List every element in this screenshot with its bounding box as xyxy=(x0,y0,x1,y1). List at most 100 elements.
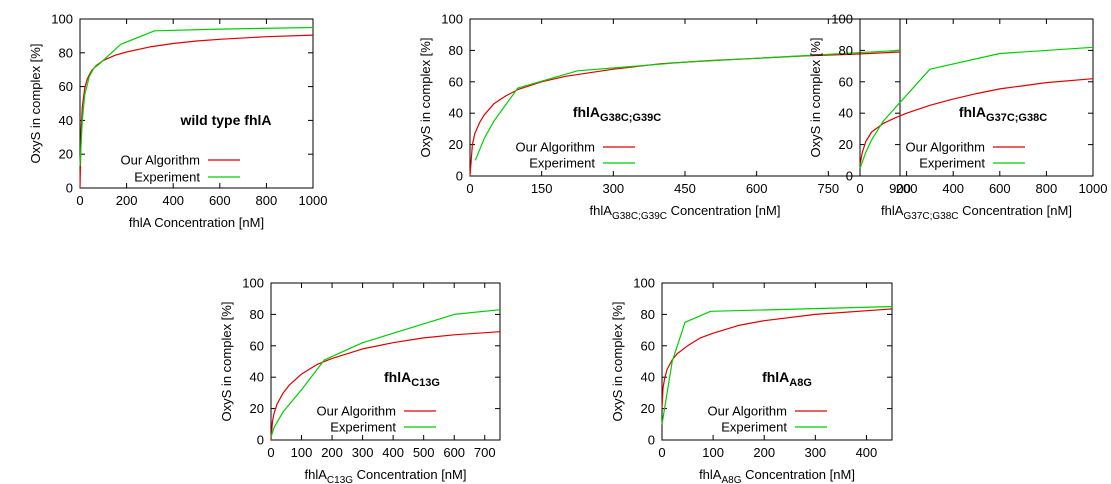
series-line-experiment xyxy=(79,26,314,167)
y-tick-label: 60 xyxy=(641,338,655,353)
x-tick-label: 600 xyxy=(209,193,231,208)
legend-label: Experiment xyxy=(721,420,787,435)
y-tick-label: 0 xyxy=(846,169,853,184)
x-axis-label-suffix: Concentration [nM] xyxy=(958,203,1071,218)
x-tick-label: 400 xyxy=(942,181,964,196)
panel-title-subscript: A8G xyxy=(789,377,812,389)
y-tick-label: 0 xyxy=(257,433,264,448)
x-tick-label: 100 xyxy=(291,445,313,460)
panel-title-text: fhlA xyxy=(959,104,986,120)
panel-title: fhlAG37C;G38C xyxy=(959,104,1047,124)
series-line-our-algorithm xyxy=(270,331,501,441)
y-tick-label: 0 xyxy=(66,181,73,196)
legend-label: Experiment xyxy=(330,420,396,435)
x-axis-label: fhlAG37C;G38C Concentration [nM] xyxy=(881,203,1072,222)
y-tick-label: 20 xyxy=(59,147,73,162)
x-tick-label: 900 xyxy=(889,181,911,196)
x-tick-label: 300 xyxy=(602,181,624,196)
series-line-experiment xyxy=(474,49,901,161)
y-tick-label: 100 xyxy=(441,12,463,27)
panel-title-subscript: C13G xyxy=(411,377,440,389)
x-tick-label: 200 xyxy=(321,445,343,460)
x-tick-label: 200 xyxy=(896,181,918,196)
x-axis-label-subscript: G38C;G39C xyxy=(612,211,667,222)
panel-title-subscript: G37C;G38C xyxy=(986,112,1047,124)
x-tick-label: 400 xyxy=(162,193,184,208)
x-tick-label: 800 xyxy=(256,193,278,208)
x-tick-label: 600 xyxy=(443,445,465,460)
panel-title-text: fhlA xyxy=(573,104,600,120)
panel-title: fhlAG38C;G39C xyxy=(573,104,661,124)
y-tick-label: 60 xyxy=(449,74,463,89)
legend-label: Our Algorithm xyxy=(708,404,787,419)
plot-frame xyxy=(270,282,501,441)
x-tick-label: 1000 xyxy=(1079,181,1108,196)
panel-title-subscript: G38C;G39C xyxy=(600,112,661,124)
y-axis-label: OxyS in complex [%] xyxy=(808,38,823,158)
x-tick-label: 450 xyxy=(674,181,696,196)
panel-title-text: wild type fhlA xyxy=(180,112,272,128)
legend-label: Our Algorithm xyxy=(516,140,595,155)
x-tick-label: 100 xyxy=(702,445,724,460)
x-axis-label-subscript: C13G xyxy=(327,475,353,484)
series-line-our-algorithm xyxy=(859,78,1094,166)
y-tick-label: 20 xyxy=(839,137,853,152)
x-tick-label: 1000 xyxy=(299,193,328,208)
plot-frame xyxy=(661,282,893,441)
x-axis-label: fhlAG38C;G39C Concentration [nM] xyxy=(590,203,781,222)
y-tick-label: 40 xyxy=(250,370,264,385)
x-axis-label-subscript: A8G xyxy=(721,475,741,484)
x-axis-label: fhlAC13G Concentration [nM] xyxy=(305,467,467,484)
chart-panel-1: 0 200 400 600 800 1000 0 20 40 60 80 100 fhlA Concen… xyxy=(28,12,327,231)
legend-label: Experiment xyxy=(134,170,200,185)
plot-frame xyxy=(79,18,314,189)
x-tick-label: 300 xyxy=(352,445,374,460)
x-tick-label: 0 xyxy=(76,193,83,208)
y-axis-label: OxyS in complex [%] xyxy=(418,38,433,158)
legend-label: Our Algorithm xyxy=(317,404,396,419)
panel-title: wild type fhlA xyxy=(180,112,272,128)
legend-label: Experiment xyxy=(919,156,985,171)
plot-frame xyxy=(859,18,1094,177)
y-tick-label: 60 xyxy=(59,79,73,94)
series-line-experiment xyxy=(661,306,893,425)
chart-panel-4: 0 100 200 300 400 500 600 700020406080100fhlAC1… xyxy=(219,276,501,484)
chart-panel-3: 0 200 400 600 800 1000020406080100fhlAG37C;G3… xyxy=(808,12,1107,223)
legend-label: Experiment xyxy=(529,156,595,171)
x-axis-label-subscript: G37C;G38C xyxy=(903,211,958,222)
x-axis-label-text: fhlA xyxy=(881,203,904,218)
y-tick-label: 100 xyxy=(633,276,655,291)
y-tick-label: 100 xyxy=(242,276,264,291)
x-tick-label: 150 xyxy=(531,181,553,196)
x-tick-label: 200 xyxy=(753,445,775,460)
series-line-our-algorithm xyxy=(661,308,893,409)
x-axis-label: fhlA Concentration [nM] xyxy=(129,215,264,230)
x-axis-label-suffix: Concentration [nM] xyxy=(741,467,854,482)
x-tick-label: 200 xyxy=(116,193,138,208)
y-tick-label: 80 xyxy=(449,43,463,58)
x-tick-label: 750 xyxy=(817,181,839,196)
panel-title: fhlAC13G xyxy=(384,369,440,389)
x-tick-label: 500 xyxy=(413,445,435,460)
series-line-experiment xyxy=(270,309,501,438)
x-tick-label: 0 xyxy=(658,445,665,460)
x-tick-label: 0 xyxy=(466,181,473,196)
y-tick-label: 40 xyxy=(449,106,463,121)
x-tick-label: 600 xyxy=(989,181,1011,196)
legend-label: Our Algorithm xyxy=(121,153,200,168)
chart-panel-2: 0 150 300 450 600 750 900020406080100fhlAG38C;… xyxy=(418,12,911,223)
y-axis-label: OxyS in complex [%] xyxy=(28,44,43,164)
y-tick-label: 80 xyxy=(250,307,264,322)
y-tick-label: 80 xyxy=(641,307,655,322)
x-tick-label: 0 xyxy=(856,181,863,196)
x-tick-label: 0 xyxy=(267,445,274,460)
y-tick-label: 80 xyxy=(59,45,73,60)
x-tick-label: 400 xyxy=(382,445,404,460)
x-tick-label: 800 xyxy=(1036,181,1058,196)
x-axis-label-suffix: Concentration [nM] xyxy=(667,203,780,218)
x-axis-label: fhlAA8G Concentration [nM] xyxy=(699,467,855,484)
y-tick-label: 0 xyxy=(648,433,655,448)
